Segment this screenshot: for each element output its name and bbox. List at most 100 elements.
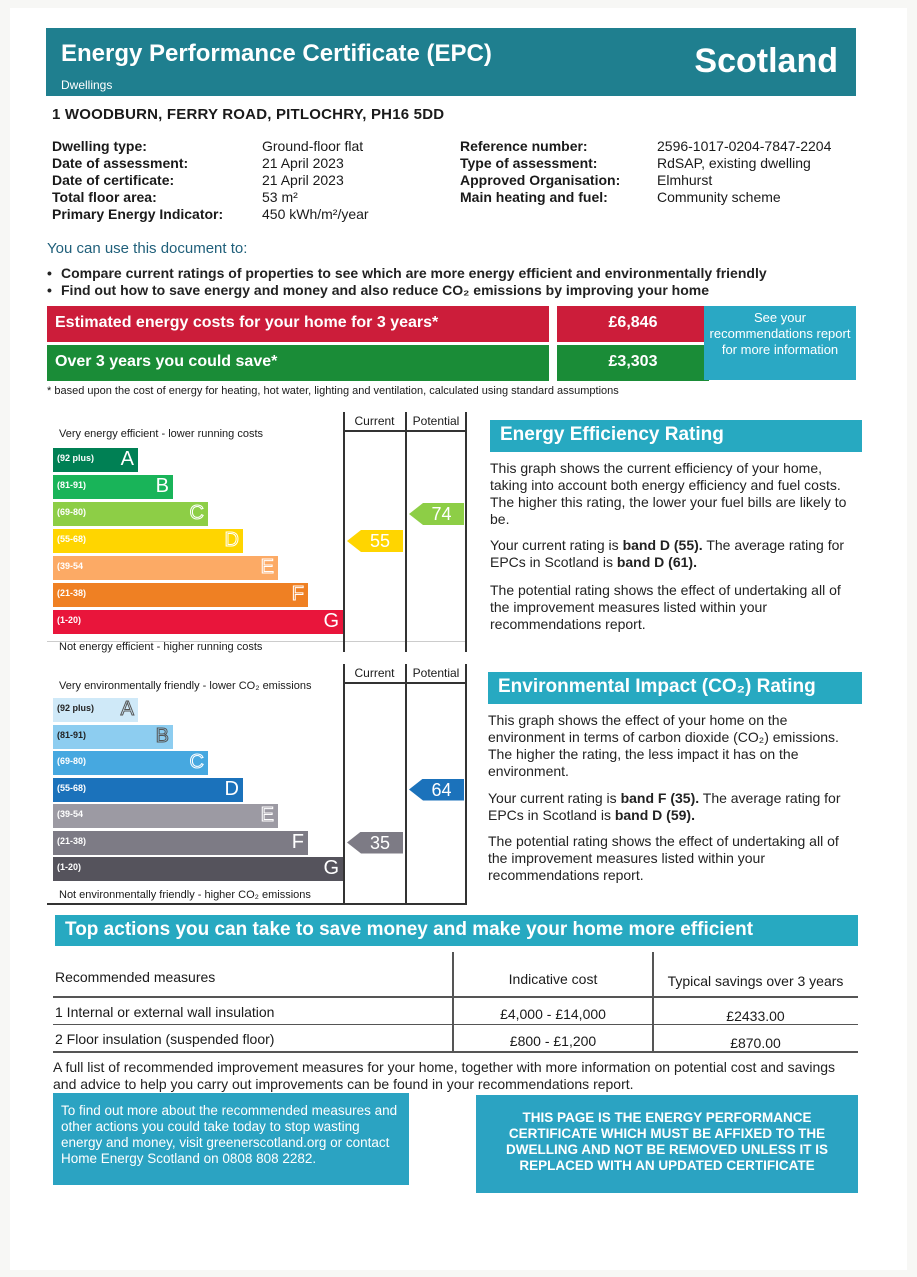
chart-bottom-label: Not environmentally friendly - higher CO… <box>59 889 311 901</box>
rating-band-a: (92 plus) A <box>53 698 138 722</box>
table-divider <box>652 952 654 1052</box>
detail-row: Total floor area: 53 m² <box>52 189 452 206</box>
rating-band-d: (55-68) D <box>53 777 243 802</box>
detail-value: Ground-floor flat <box>262 138 364 154</box>
detail-value: Community scheme <box>657 189 781 205</box>
table-divider <box>53 1024 858 1025</box>
energy-rating-chart: Very energy efficient - lower running co… <box>47 412 467 653</box>
bullet-item: Find out how to save energy and money an… <box>47 282 709 298</box>
rating-band-f: (21-38) F <box>53 583 308 607</box>
detail-value: 21 April 2023 <box>262 172 344 188</box>
band-letter: B <box>155 724 169 747</box>
certificate-page <box>10 8 907 1270</box>
detail-value: RdSAP, existing dwelling <box>657 155 811 171</box>
see-recommendations-box: See your recommendations report for more… <box>704 306 856 380</box>
band-range: (69-80) <box>57 756 87 766</box>
detail-value: Elmhurst <box>657 172 713 188</box>
current-column-header: Current <box>354 414 395 428</box>
table-divider <box>53 996 858 998</box>
cost-cell: £4,000 - £14,000 <box>500 1006 606 1022</box>
certificate-title: Energy Performance Certificate (EPC) <box>61 40 492 67</box>
detail-label: Date of certificate: <box>52 172 175 188</box>
band-letter: D <box>224 529 239 552</box>
text-part: The average rating for EPCs in Scotland … <box>490 537 845 570</box>
potential-rating-arrow: 74 <box>409 503 464 525</box>
chart-header-line <box>343 682 467 684</box>
rating-band-g: (1-20) G <box>53 857 343 881</box>
band-letter: F <box>291 583 304 606</box>
band-range: (69-80) <box>57 507 87 517</box>
detail-label: Total floor area: <box>52 189 157 205</box>
detail-label: Reference number: <box>460 138 588 154</box>
band-range: (39-54 <box>57 561 84 571</box>
band-range: (55-68) <box>57 782 87 793</box>
text-part: Your current rating is <box>488 790 621 806</box>
chart-divider <box>465 664 467 904</box>
text-part: The average rating for EPCs in Scotland … <box>488 790 841 823</box>
band-letter: A <box>120 448 134 470</box>
energy-rating-heading: Energy Efficiency Rating <box>490 420 862 452</box>
text-part: band D (59). <box>614 807 695 823</box>
detail-value: 450 kWh/m²/year <box>262 206 369 222</box>
measures-column-header: Recommended measures <box>55 969 216 985</box>
details-left: Dwelling type: Ground-floor flat Date of … <box>52 138 452 223</box>
energy-description: This graph shows the current efficiency … <box>490 460 847 527</box>
cost-cell: £800 - £1,200 <box>509 1033 597 1049</box>
band-letter: E <box>260 556 274 579</box>
band-letter: E <box>260 804 274 827</box>
rating-band-g: (1-20) G <box>53 610 343 634</box>
chart-baseline <box>47 903 467 905</box>
chart-header-line <box>343 430 467 432</box>
band-range: (81-91) <box>57 729 87 740</box>
current-column-header: Current <box>354 666 395 680</box>
band-range: (1-20) <box>57 862 82 872</box>
chart-top-label: Very energy efficient - lower running co… <box>59 428 264 440</box>
rating-band-e: (39-54 E <box>53 556 278 580</box>
table-divider <box>452 952 454 1052</box>
detail-row: Reference number: 2596-1017-0204-7847-220… <box>460 138 860 155</box>
epc-header: Energy Performance Certificate (EPC) Dwe… <box>46 28 856 96</box>
estimated-costs-value: £6,846 <box>557 306 709 342</box>
detail-label: Date of assessment: <box>52 155 189 171</box>
environmental-description: This graph shows the effect of your home… <box>488 712 839 779</box>
potential-column-header: Potential <box>412 666 460 680</box>
country-label: Scotland <box>694 42 838 80</box>
band-letter: C <box>189 751 204 774</box>
savings-value: £3,303 <box>557 345 709 381</box>
reference-number: 2596-1017-0204-7847-2204 <box>657 138 832 154</box>
detail-value: 53 m² <box>262 189 298 205</box>
savings-label: Over 3 years you could save* <box>47 345 549 381</box>
band-range: (21-38) <box>57 835 87 846</box>
details-right: Reference number: 2596-1017-0204-7847-220… <box>460 138 860 206</box>
measure-cell: 1 Internal or external wall insulation <box>55 1004 275 1020</box>
band-letter: F <box>291 830 304 853</box>
detail-label: Main heating and fuel: <box>460 189 608 205</box>
detail-value: 21 April 2023 <box>262 155 344 171</box>
detail-row: Main heating and fuel: Community scheme <box>460 189 860 206</box>
top-actions-heading: Top actions you can take to save money a… <box>55 915 858 946</box>
table-divider <box>53 1051 858 1053</box>
detail-label: Primary Energy Indicator: <box>52 206 224 222</box>
chart-top-label: Very environmentally friendly - lower CO… <box>59 680 312 692</box>
detail-row: Dwelling type: Ground-floor flat <box>52 138 452 155</box>
rating-band-b: (81-91) B <box>53 724 173 749</box>
current-rating-arrow: 55 <box>347 530 403 552</box>
detail-label: Dwelling type: <box>52 138 147 154</box>
band-letter: B <box>155 475 169 497</box>
chart-divider <box>405 412 407 652</box>
detail-row: Approved Organisation: Elmhurst <box>460 172 860 189</box>
savings-column-header: Typical savings over 3 years <box>667 973 844 989</box>
energy-potential-text: The potential rating shows the effect of… <box>490 582 841 632</box>
environmental-rating-heading: Environmental Impact (CO₂) Rating <box>488 672 862 704</box>
detail-label: Approved Organisation: <box>460 172 621 188</box>
affixing-notice-box: THIS PAGE IS THE ENERGY PERFORMANCE CERT… <box>476 1095 858 1193</box>
chart-divider <box>343 412 345 652</box>
detail-label: Type of assessment: <box>460 155 598 171</box>
band-letter: A <box>120 698 134 721</box>
band-letter: C <box>189 502 204 525</box>
current-rating-arrow: 35 <box>347 831 403 854</box>
chart-bottom-label: Not energy efficient - higher running co… <box>59 641 263 653</box>
chart-divider <box>465 412 467 652</box>
environmental-rating-chart: Very environmentally friendly - lower CO… <box>47 664 467 905</box>
estimated-costs-label: Estimated energy costs for your home for… <box>47 306 549 342</box>
